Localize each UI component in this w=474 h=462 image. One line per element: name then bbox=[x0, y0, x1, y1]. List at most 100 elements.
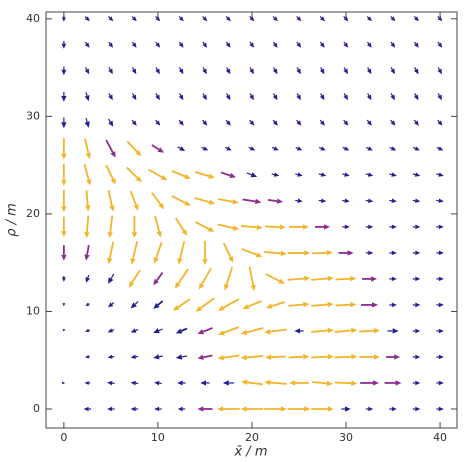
arrow-shaft bbox=[413, 41, 417, 45]
arrow-shaft bbox=[155, 67, 158, 71]
arrow-head bbox=[437, 68, 442, 75]
arrow-head bbox=[438, 172, 444, 177]
vector-arrow bbox=[412, 406, 421, 412]
vector-arrow bbox=[412, 250, 421, 256]
vector-arrow bbox=[319, 15, 325, 22]
vector-arrow bbox=[436, 146, 444, 151]
arrow-head bbox=[437, 16, 443, 22]
vector-arrow bbox=[62, 303, 66, 307]
y-tick-label: 30 bbox=[26, 109, 40, 122]
vector-arrow bbox=[108, 118, 114, 127]
arrow-shaft bbox=[194, 197, 210, 204]
vector-arrow bbox=[436, 276, 444, 282]
vector-arrow bbox=[248, 146, 256, 151]
arrow-head bbox=[155, 16, 161, 22]
arrow-shaft bbox=[414, 93, 417, 97]
vector-arrow bbox=[389, 172, 397, 177]
arrow-head bbox=[265, 354, 272, 360]
vector-arrow bbox=[366, 67, 372, 75]
vector-arrow bbox=[359, 354, 380, 360]
vector-arrow bbox=[61, 189, 67, 213]
arrow-shaft bbox=[224, 146, 228, 149]
arrow-shaft bbox=[342, 173, 345, 176]
arrow-head bbox=[264, 379, 271, 386]
arrow-head bbox=[178, 42, 184, 48]
vector-arrow bbox=[84, 92, 90, 102]
vector-arrow bbox=[84, 117, 90, 128]
vector-arrow bbox=[202, 15, 208, 22]
arrow-head bbox=[273, 172, 280, 177]
arrow-head bbox=[61, 206, 67, 213]
vector-arrow bbox=[390, 93, 395, 101]
vector-arrow bbox=[62, 329, 66, 332]
arrow-shaft bbox=[108, 241, 115, 259]
arrow-shaft bbox=[436, 173, 440, 176]
arrow-shaft bbox=[179, 241, 186, 260]
arrow-head bbox=[218, 305, 225, 311]
arrow-shaft bbox=[366, 41, 370, 45]
arrow-head bbox=[84, 231, 90, 239]
vector-arrow bbox=[131, 215, 138, 239]
arrow-shaft bbox=[335, 303, 351, 307]
arrow-shaft bbox=[343, 15, 346, 19]
vector-arrow bbox=[108, 67, 113, 75]
arrow-head bbox=[225, 120, 231, 126]
arrow-head bbox=[110, 151, 116, 158]
arrow-head bbox=[413, 68, 419, 75]
arrow-head bbox=[177, 380, 183, 386]
arrow-shaft bbox=[288, 303, 304, 307]
arrow-head bbox=[391, 224, 397, 230]
vector-arrow bbox=[365, 198, 374, 203]
arrow-shaft bbox=[247, 300, 262, 308]
vector-arrow bbox=[129, 190, 139, 211]
arrow-shaft bbox=[414, 67, 417, 71]
arrow-head bbox=[413, 94, 419, 101]
arrow-shaft bbox=[223, 326, 240, 334]
arrow-head bbox=[438, 354, 444, 360]
arrow-head bbox=[229, 172, 236, 179]
vector-arrow bbox=[85, 302, 90, 307]
arrow-head bbox=[319, 68, 325, 75]
arrow-shaft bbox=[108, 67, 111, 71]
vector-arrow bbox=[272, 67, 278, 75]
arrow-shaft bbox=[366, 119, 370, 123]
arrow-shaft bbox=[390, 119, 393, 123]
arrow-shaft bbox=[249, 67, 252, 71]
vector-arrow bbox=[155, 41, 161, 48]
vector-arrow bbox=[436, 406, 444, 412]
arrow-head bbox=[366, 120, 372, 126]
arrow-head bbox=[319, 120, 325, 126]
arrow-head bbox=[178, 68, 184, 75]
arrow-shaft bbox=[154, 215, 161, 233]
arrow-shaft bbox=[129, 190, 137, 206]
arrow-shaft bbox=[195, 221, 210, 230]
vector-arrow bbox=[296, 93, 301, 101]
arrow-head bbox=[415, 406, 421, 412]
vector-arrow bbox=[178, 119, 184, 126]
arrow-shaft bbox=[108, 93, 111, 97]
arrow-shaft bbox=[177, 268, 189, 285]
arrow-head bbox=[280, 406, 287, 412]
arrow-head bbox=[249, 16, 255, 22]
arrow-shaft bbox=[367, 93, 370, 97]
arrow-head bbox=[61, 277, 66, 282]
arrow-head bbox=[343, 146, 350, 151]
arrow-head bbox=[232, 199, 239, 205]
vector-arrow bbox=[126, 166, 142, 183]
arrow-head bbox=[264, 328, 271, 335]
vector-arrow bbox=[131, 67, 137, 75]
arrow-head bbox=[172, 305, 180, 311]
arrow-head bbox=[390, 42, 396, 48]
arrow-shaft bbox=[108, 118, 111, 123]
arrow-head bbox=[177, 406, 183, 412]
arrow-head bbox=[437, 94, 442, 101]
arrow-shaft bbox=[202, 67, 205, 71]
vector-arrow bbox=[312, 380, 333, 387]
arrow-head bbox=[327, 301, 334, 308]
arrow-shaft bbox=[226, 67, 229, 71]
vector-arrow bbox=[151, 192, 165, 210]
arrow-head bbox=[372, 380, 379, 386]
arrow-head bbox=[296, 16, 302, 22]
vector-arrow bbox=[359, 328, 380, 334]
arrow-head bbox=[266, 303, 273, 309]
